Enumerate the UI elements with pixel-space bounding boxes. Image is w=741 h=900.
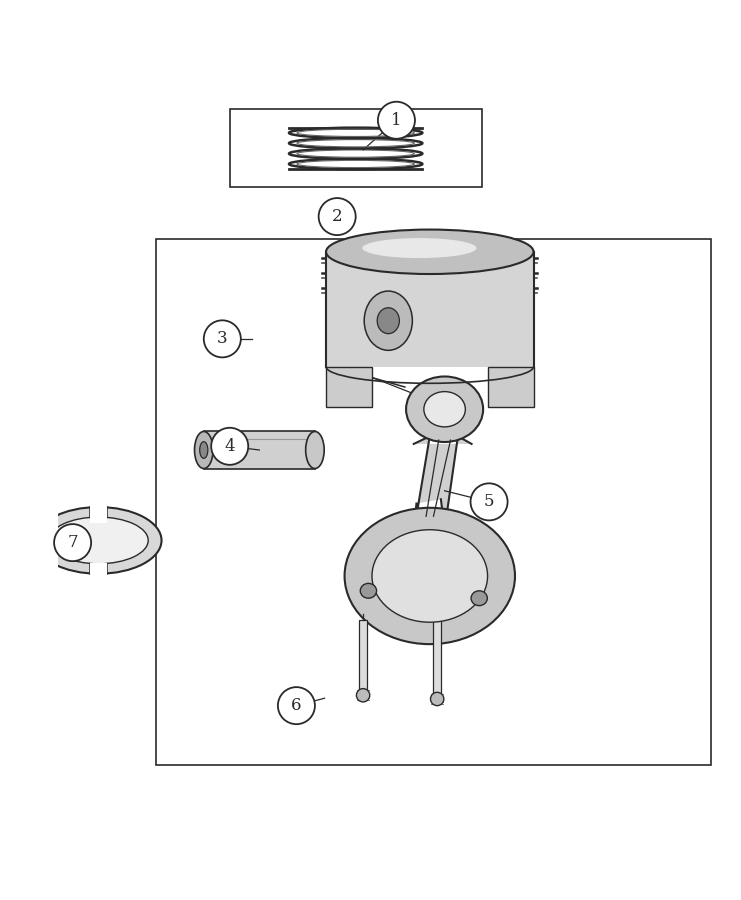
FancyBboxPatch shape [326, 366, 372, 408]
Circle shape [211, 428, 248, 464]
Ellipse shape [362, 238, 476, 258]
Ellipse shape [364, 291, 412, 350]
Text: 7: 7 [67, 534, 78, 551]
Ellipse shape [372, 530, 488, 622]
Text: 1: 1 [391, 112, 402, 129]
Ellipse shape [431, 692, 444, 706]
Ellipse shape [306, 431, 325, 469]
Bar [90, 563, 107, 580]
Ellipse shape [360, 583, 376, 599]
Circle shape [278, 687, 315, 725]
Text: 4: 4 [225, 437, 235, 454]
Text: 6: 6 [291, 698, 302, 714]
Circle shape [54, 524, 91, 562]
Ellipse shape [36, 507, 162, 573]
Circle shape [319, 198, 356, 235]
Bar [204, 431, 315, 469]
Circle shape [378, 102, 415, 139]
Ellipse shape [471, 590, 488, 606]
Bar [359, 620, 367, 690]
Ellipse shape [345, 508, 515, 644]
Ellipse shape [424, 392, 465, 427]
Bar [230, 109, 482, 187]
Ellipse shape [377, 308, 399, 334]
Bar [433, 612, 441, 694]
Ellipse shape [49, 518, 148, 563]
Bar [0, 507, 58, 573]
Text: 5: 5 [484, 493, 494, 510]
Bar [90, 500, 107, 524]
Ellipse shape [406, 376, 483, 442]
Polygon shape [413, 436, 471, 534]
Bar [156, 238, 711, 765]
Bar [326, 252, 534, 366]
Ellipse shape [194, 431, 213, 469]
Text: 2: 2 [332, 208, 342, 225]
FancyBboxPatch shape [488, 366, 534, 408]
Ellipse shape [326, 230, 534, 274]
Ellipse shape [356, 688, 370, 702]
Text: 3: 3 [217, 330, 227, 347]
Circle shape [471, 483, 508, 520]
Circle shape [204, 320, 241, 357]
Ellipse shape [199, 442, 207, 458]
